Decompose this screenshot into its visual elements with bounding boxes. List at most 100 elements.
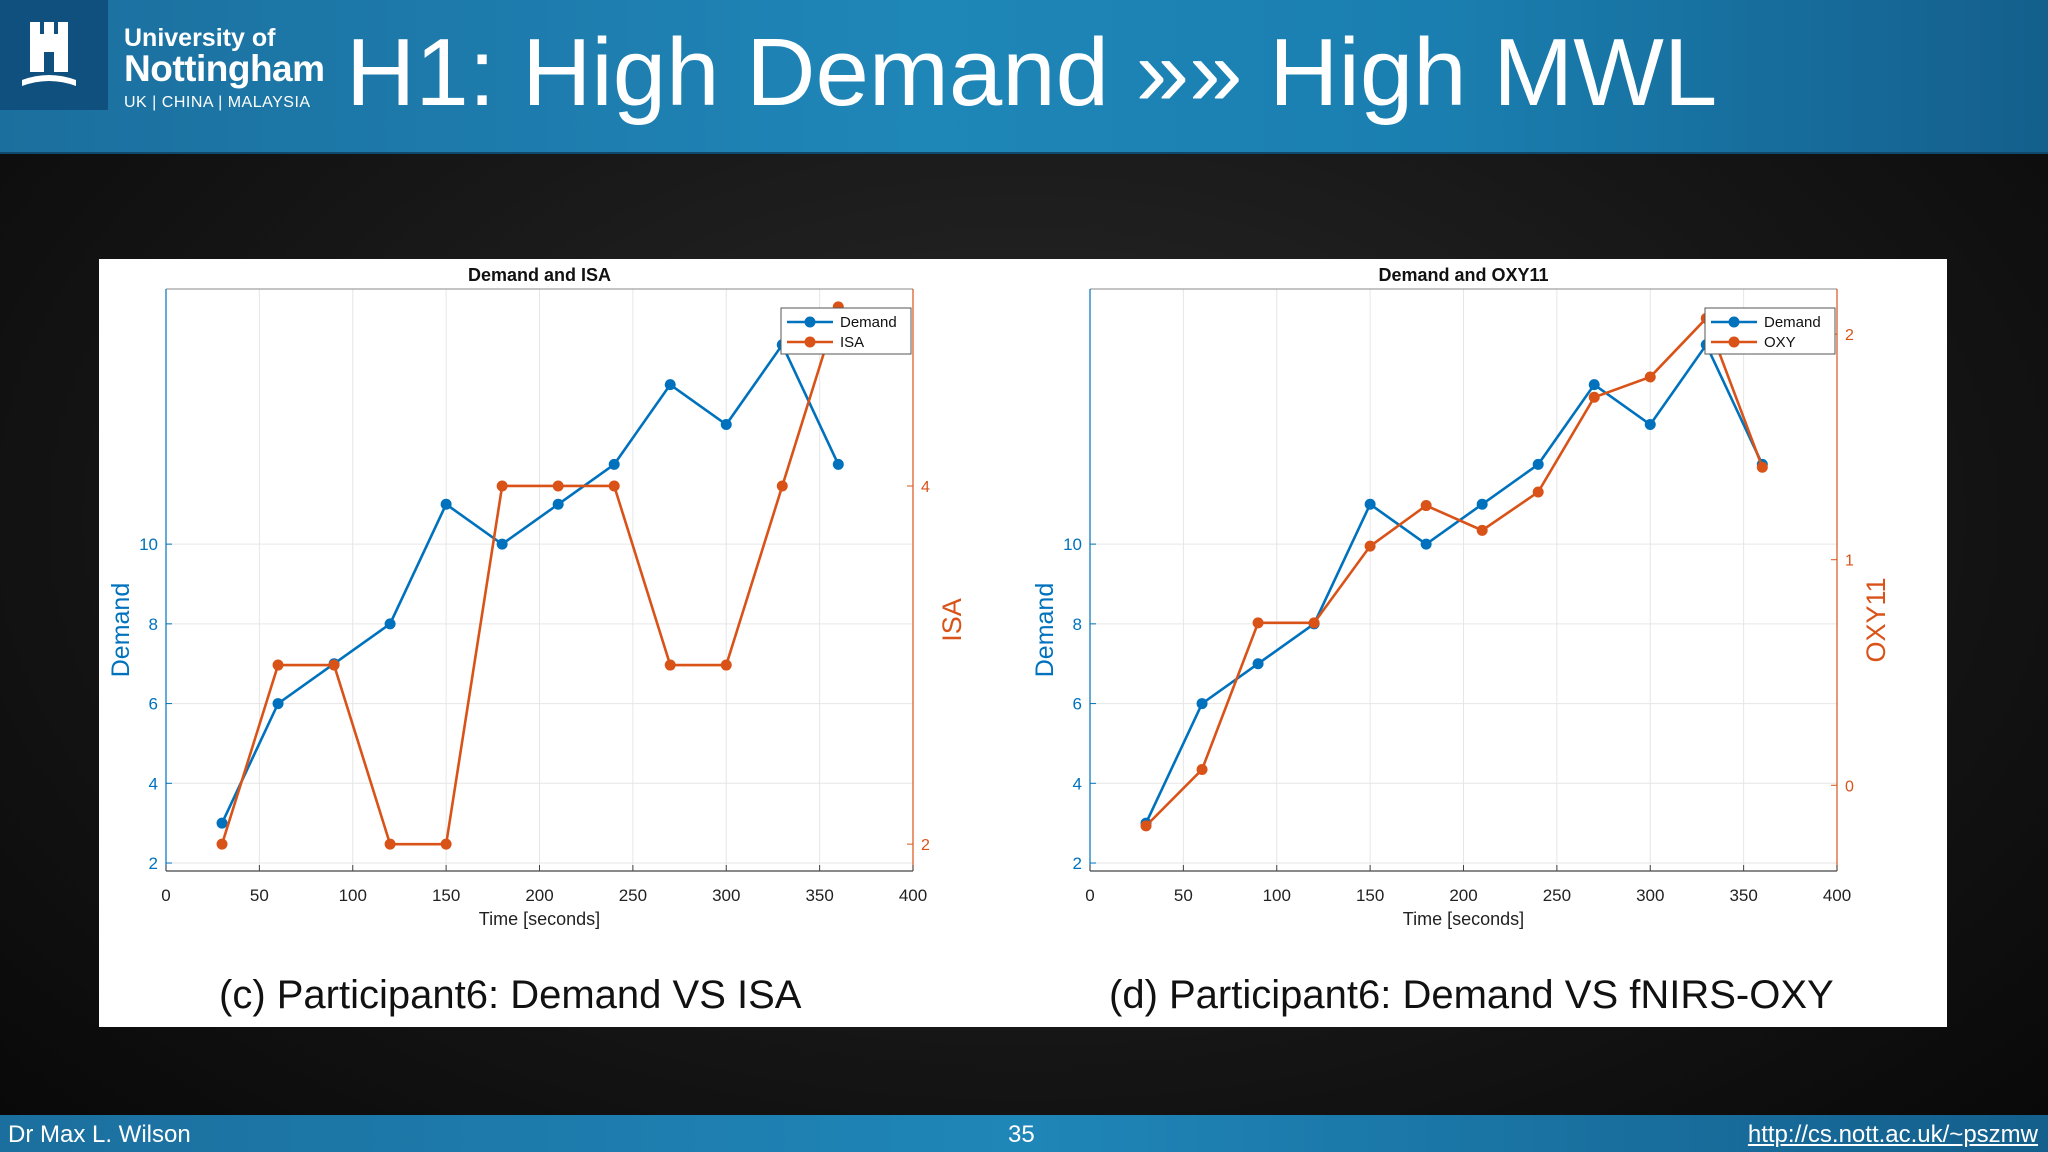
- footer-url-link[interactable]: http://cs.nott.ac.uk/~pszmw: [1747, 1121, 2038, 1148]
- c1-point-demand: [1532, 458, 1544, 470]
- c1-x-tick-label: 0: [1085, 886, 1094, 905]
- c1-point-oxy: [1364, 540, 1376, 552]
- c0-point-isa: [776, 480, 788, 492]
- c0-legend-label-demand: Demand: [840, 314, 897, 331]
- c1-point-oxy: [1476, 524, 1488, 536]
- c0-y-right-tick-label: 2: [921, 837, 930, 854]
- c1-x-tick-label: 300: [1636, 886, 1664, 905]
- c1-y-right-tick-label: 0: [1845, 778, 1854, 795]
- c0-x-tick-label: 0: [161, 886, 170, 905]
- c1-point-oxy: [1588, 391, 1600, 403]
- c0-point-isa: [720, 659, 732, 671]
- c0-point-demand: [384, 618, 396, 630]
- c0-series-line-demand: [220, 342, 840, 824]
- logo-text-line2: Nottingham: [124, 48, 325, 89]
- chart-demand-oxy11: 0 50 100 150 200 250 300 350 400246810012Demand …: [1031, 265, 1891, 929]
- castle-crest-icon: [22, 22, 76, 86]
- c0-x-tick-label: 350: [805, 886, 833, 905]
- logo-text-line3: UK | CHINA | MALAYSIA: [124, 94, 311, 111]
- caption-right: (d) Participant6: Demand VS fNIRS-OXY: [1109, 973, 1834, 1017]
- c1-x-axis-label: Time [seconds]: [1403, 909, 1524, 929]
- c1-point-oxy: [1140, 820, 1152, 832]
- c0-x-tick-label: 400: [899, 886, 927, 905]
- c1-x-tick-label: 400: [1823, 886, 1851, 905]
- c0-y-left-tick-label: 4: [149, 774, 158, 793]
- c1-point-demand: [1252, 658, 1264, 670]
- c1-point-oxy: [1196, 763, 1208, 775]
- c0-point-demand: [216, 817, 228, 829]
- c1-y-right-tick-label: 2: [1845, 327, 1854, 344]
- c1-point-demand: [1644, 419, 1656, 431]
- c0-y-left-tick-label: 8: [149, 615, 158, 634]
- c0-x-tick-label: 250: [619, 886, 647, 905]
- chart-demand-isa: 0 50 100 150 200 250 300 350 400 2 4 6 8 10 2 4 Demand a…: [107, 265, 967, 929]
- c1-x-tick-label: 50: [1174, 886, 1193, 905]
- c0-y-left-tick-label: 2: [149, 854, 158, 873]
- c0-point-isa: [216, 838, 228, 850]
- figure-panel: 0 50 100 150 200 250 300 350 400 2 4 6 8 10 2 4 Demand a…: [99, 259, 1947, 1027]
- university-logo: [0, 0, 108, 110]
- c1-series-line-demand: [1144, 342, 1764, 824]
- c1-point-demand: [1364, 498, 1376, 510]
- c1-series-line-oxy: [1145, 315, 1764, 827]
- c0-point-demand: [272, 698, 284, 710]
- c1-x-tick-label: 250: [1543, 886, 1571, 905]
- c0-point-isa: [608, 480, 620, 492]
- c1-point-oxy: [1308, 617, 1320, 629]
- c1-point-demand: [1420, 538, 1432, 550]
- c0-legend-box: [780, 307, 912, 355]
- c1-point-demand: [1476, 498, 1488, 510]
- c0-point-demand: [832, 458, 844, 470]
- c1-point-demand: [1196, 698, 1208, 710]
- c1-point-oxy: [1532, 486, 1544, 498]
- c1-legend-marker-oxy: [1728, 336, 1740, 348]
- c0-x-tick-label: 50: [250, 886, 269, 905]
- c1-point-oxy: [1644, 371, 1656, 383]
- c1-y-right-axis-label: OXY11: [1861, 577, 1891, 662]
- c1-y-left-tick-label: 6: [1073, 695, 1082, 714]
- c0-point-demand: [552, 498, 564, 510]
- c0-point-demand: [608, 458, 620, 470]
- c1-y-left-tick-label: 10: [1063, 535, 1082, 554]
- c0-y-right-tick-label: 4: [921, 479, 930, 496]
- c1-y-left-tick-label: 2: [1073, 854, 1082, 873]
- c0-point-demand: [664, 379, 676, 391]
- caption-left: (c) Participant6: Demand VS ISA: [219, 973, 802, 1017]
- c0-legend-marker-demand: [804, 316, 816, 328]
- c0-point-isa: [440, 838, 452, 850]
- c1-y-left-axis-label: Demand: [1031, 583, 1059, 678]
- c0-y-left-tick-label: 6: [149, 695, 158, 714]
- c0-x-axis-label: Time [seconds]: [479, 909, 600, 929]
- c0-series-line-isa: [220, 306, 840, 846]
- c0-x-tick-label: 150: [432, 886, 460, 905]
- c1-legend-box: [1704, 307, 1836, 355]
- c1-y-left-tick-label: 8: [1073, 615, 1082, 634]
- c0-legend-marker-isa: [804, 336, 816, 348]
- logo-text-line1: University of: [124, 24, 276, 52]
- c0-legend-label-isa: ISA: [840, 334, 864, 351]
- footer-page-number: 35: [1008, 1121, 1035, 1148]
- c1-point-oxy: [1756, 461, 1768, 473]
- c0-y-left-tick-label: 10: [139, 535, 158, 554]
- c1-x-tick-label: 200: [1449, 886, 1477, 905]
- c0-x-tick-label: 300: [712, 886, 740, 905]
- c0-x-tick-label: 100: [339, 886, 367, 905]
- c1-point-oxy: [1420, 500, 1432, 512]
- c1-x-tick-label: 100: [1263, 886, 1291, 905]
- c1-point-demand: [1588, 379, 1600, 391]
- c1-legend-label-oxy: OXY: [1764, 334, 1796, 351]
- c0-y-left-axis-label: Demand: [107, 583, 135, 678]
- c0-point-isa: [272, 659, 284, 671]
- c0-point-demand: [440, 498, 452, 510]
- footer-author: Dr Max L. Wilson: [8, 1121, 191, 1148]
- c1-legend-label-demand: Demand: [1764, 314, 1821, 331]
- c0-point-isa: [496, 480, 508, 492]
- c0-point-isa: [664, 659, 676, 671]
- c1-legend-marker-demand: [1728, 316, 1740, 328]
- slide-header: University of Nottingham UK | CHINA | MA…: [0, 0, 2048, 154]
- c0-point-isa: [328, 659, 340, 671]
- c1-point-oxy: [1252, 617, 1264, 629]
- c0-y-right-axis-label: ISA: [937, 598, 967, 642]
- c0-point-demand: [720, 419, 732, 431]
- c1-y-right-tick-label: 1: [1845, 553, 1854, 570]
